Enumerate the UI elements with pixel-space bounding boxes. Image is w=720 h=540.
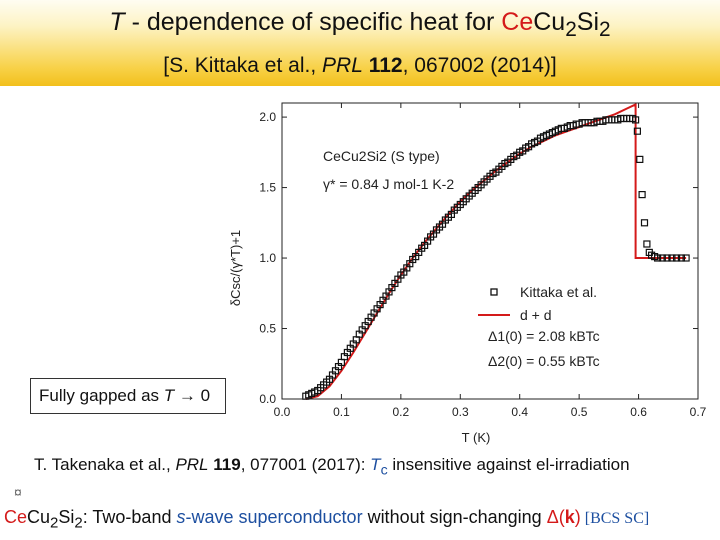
- title-mid: - dependence of specific heat for: [124, 8, 502, 36]
- concl-wave: -wave superconductor: [185, 507, 363, 527]
- concl-sub1: 2: [50, 514, 59, 532]
- title-ce: Ce: [501, 8, 534, 36]
- concl-cu: Cu: [27, 507, 51, 527]
- citation: [S. Kittaka et al., PRL 112, 067002 (201…: [0, 54, 720, 78]
- title-var: T: [109, 8, 125, 36]
- gapped-prefix: Fully gapped as: [39, 386, 164, 405]
- x-tick-label: 0.0: [274, 405, 291, 419]
- data-point: [653, 254, 662, 262]
- data-point: [677, 254, 686, 262]
- fully-gapped-note: Fully gapped as T → 0: [30, 378, 226, 414]
- gapped-suffix: → 0: [174, 386, 211, 405]
- y-axis-label: δCsc/(γ*T)+1: [228, 230, 243, 306]
- concl-ce: Ce: [4, 507, 28, 527]
- data-points-layer: [302, 114, 690, 400]
- data-point: [643, 240, 651, 248]
- data-point: [672, 254, 681, 262]
- y-tick-label: 2.0: [259, 110, 276, 124]
- annotation-line2: γ* = 0.84 J mol-1 K-2: [323, 176, 454, 192]
- y-tick-label: 1.5: [259, 181, 276, 195]
- x-tick-label: 0.6: [630, 405, 647, 419]
- concl-mid: : Two-band: [82, 507, 177, 527]
- ref2-journal: PRL: [175, 455, 209, 474]
- x-tick-label: 0.2: [393, 405, 410, 419]
- title-cu: Cu: [533, 8, 566, 36]
- ref2-pre: T. Takenaka et al.,: [34, 455, 176, 474]
- title-sub1: 2: [565, 18, 577, 41]
- title-sub2: 2: [599, 18, 611, 41]
- conclusion: CeCu2Si2: Two-band s-wave superconductor…: [4, 507, 649, 532]
- citation-journal: PRL: [322, 54, 363, 77]
- concl-delta: Δ(: [546, 507, 565, 527]
- x-tick-label: 0.5: [571, 405, 588, 419]
- legend-marker-data: [490, 288, 498, 296]
- legend-entry-data: Kittaka et al.: [520, 284, 597, 300]
- title-banner: [0, 0, 720, 86]
- citation-vol: 112: [368, 54, 403, 77]
- page-title: T - dependence of specific heat for CeCu…: [0, 8, 720, 42]
- legend-entry-line: d + d: [520, 307, 552, 323]
- ref2-tc-sub: c: [380, 462, 388, 479]
- y-tick-label: 1.0: [259, 251, 276, 265]
- data-point: [640, 219, 649, 227]
- data-point: [631, 116, 640, 124]
- ref2-tc: T: [370, 455, 381, 474]
- plot-frame: [281, 102, 699, 400]
- y-tick-label: 0.5: [259, 322, 276, 336]
- concl-without: without sign-changing: [362, 507, 547, 527]
- y-tick-label: 0.0: [259, 392, 276, 406]
- data-point: [638, 191, 646, 199]
- legend-gap1: Δ1(0) = 2.08 kBTc: [488, 328, 600, 344]
- ref2-tail: insensitive against el-irradiation: [387, 455, 630, 474]
- legend-gap2: Δ2(0) = 0.55 kBTc: [488, 353, 600, 369]
- x-axis-label: T (K): [462, 430, 491, 445]
- concl-close: ): [574, 507, 581, 527]
- second-reference: T. Takenaka et al., PRL 119, 077001 (201…: [34, 455, 630, 478]
- concl-bcs: [BCS SC]: [580, 510, 650, 527]
- data-point: [633, 127, 642, 135]
- ref2-post: , 077001 (2017):: [240, 455, 371, 474]
- x-tick-label: 0.1: [333, 405, 350, 419]
- data-point: [668, 254, 676, 262]
- annotation-line1: CeCu2Si2 (S type): [323, 148, 440, 164]
- concl-k: k: [564, 507, 575, 527]
- data-point: [636, 155, 644, 163]
- data-point: [682, 254, 690, 262]
- title-si: Si: [576, 8, 600, 36]
- gapped-var: T: [163, 386, 175, 405]
- x-tick-label: 0.7: [690, 405, 707, 419]
- data-point: [663, 254, 671, 262]
- x-tick-label: 0.4: [511, 405, 528, 419]
- concl-sub2: 2: [74, 514, 83, 532]
- concl-s: s: [176, 507, 186, 527]
- citation-pre: [S. Kittaka et al.,: [163, 54, 323, 77]
- x-tick-label: 0.3: [452, 405, 469, 419]
- ref2-vol: 119: [213, 455, 241, 474]
- citation-post: , 067002 (2014)]: [402, 54, 557, 77]
- data-point: [658, 254, 666, 262]
- bullet-icon: ¤: [14, 484, 22, 500]
- concl-si: Si: [58, 507, 75, 527]
